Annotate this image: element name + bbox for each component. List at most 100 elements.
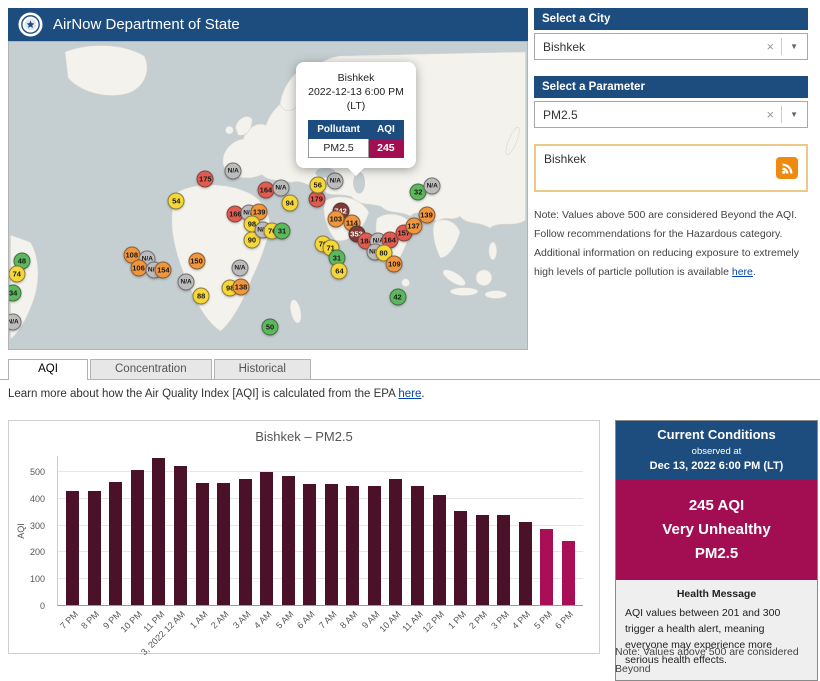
bar-column: 1 AM bbox=[188, 456, 213, 631]
aqi-value: 245 AQI bbox=[688, 497, 745, 514]
chart-bar[interactable] bbox=[561, 541, 575, 605]
aqi-map-marker[interactable]: 34 bbox=[9, 284, 22, 301]
aqi-map-marker[interactable]: N/A bbox=[326, 172, 344, 190]
aqi-map-marker[interactable]: 139 bbox=[418, 206, 435, 224]
chart-bar[interactable] bbox=[66, 491, 80, 605]
chart-bar[interactable] bbox=[281, 476, 295, 605]
chart-bar[interactable] bbox=[303, 484, 317, 605]
chart-bar[interactable] bbox=[238, 479, 252, 605]
bar-column: 9 PM bbox=[101, 456, 127, 631]
aqi-map-marker[interactable]: N/A bbox=[231, 259, 249, 277]
aqi-map-marker[interactable]: 54 bbox=[167, 192, 185, 210]
chart-bar[interactable] bbox=[454, 511, 468, 605]
parameter-select[interactable]: PM2.5 × ▼ bbox=[534, 101, 808, 128]
current-conditions-title: Current Conditions bbox=[657, 427, 776, 442]
chart-bar[interactable] bbox=[174, 466, 187, 605]
chart-bar[interactable] bbox=[475, 515, 489, 605]
x-tick-label: 6 PM bbox=[553, 609, 576, 631]
observed-at-label: observed at bbox=[691, 446, 742, 457]
aqi-map-marker[interactable]: 64 bbox=[330, 262, 348, 280]
aqi-map-marker[interactable]: N/A bbox=[177, 273, 195, 291]
tab-concentration[interactable]: Concentration bbox=[90, 359, 212, 379]
chart-bar[interactable] bbox=[324, 484, 338, 605]
chart-bar[interactable] bbox=[217, 483, 231, 605]
aqi-world-map[interactable]: 175N/A54164N/A9417956N/A742103166N/A1399… bbox=[8, 41, 528, 350]
chart-bar[interactable] bbox=[152, 458, 166, 605]
aqi-map-marker[interactable]: 31 bbox=[273, 222, 291, 240]
chart-bar[interactable] bbox=[87, 491, 101, 605]
bar-column: 11 PM bbox=[141, 456, 170, 634]
aqi-map-marker[interactable]: 74 bbox=[9, 265, 26, 283]
learn-more-prefix: Learn more about how the Air Quality Ind… bbox=[8, 388, 399, 400]
chart-bar[interactable] bbox=[518, 522, 532, 605]
sidebar: Select a City Bishkek × ▼ Select a Param… bbox=[534, 8, 808, 282]
x-tick-label: 10 AM bbox=[377, 609, 404, 635]
aqi-map-marker[interactable]: N/A bbox=[224, 162, 242, 180]
observed-datetime: Dec 13, 2022 6:00 PM (LT) bbox=[649, 460, 784, 472]
city-clear-icon[interactable]: × bbox=[766, 39, 775, 54]
aqi-map-marker[interactable]: N/A bbox=[272, 179, 290, 197]
bar-column: 6 PM bbox=[553, 456, 580, 631]
aqi-map-marker[interactable]: 179 bbox=[308, 190, 326, 208]
x-tick-label: 3 AM bbox=[230, 609, 253, 631]
x-tick-label: 2 AM bbox=[209, 609, 231, 631]
aqi-category: Very Unhealthy bbox=[662, 521, 771, 538]
learn-more-link[interactable]: here bbox=[398, 388, 422, 400]
bar-column: 1 PM bbox=[446, 456, 472, 631]
bar-column: 8 PM bbox=[79, 456, 106, 631]
chart-bar[interactable] bbox=[432, 495, 446, 605]
tab-aqi[interactable]: AQI bbox=[8, 359, 88, 380]
dos-seal-logo bbox=[18, 12, 43, 37]
select-city-header: Select a City bbox=[534, 8, 808, 30]
chart-bar[interactable] bbox=[109, 482, 123, 605]
bar-column: 4 AM bbox=[252, 456, 278, 631]
tab-historical[interactable]: Historical bbox=[213, 359, 311, 379]
bar-column: 10 AM bbox=[378, 456, 407, 634]
popup-aqi-header: AQI bbox=[368, 119, 404, 139]
chevron-down-icon[interactable]: ▼ bbox=[790, 42, 798, 51]
aqi-map-marker[interactable]: 137 bbox=[405, 217, 423, 235]
chart-bar[interactable] bbox=[346, 486, 360, 605]
chart-bar[interactable] bbox=[411, 486, 425, 605]
chart-bar[interactable] bbox=[367, 486, 381, 605]
aqi-map-marker[interactable]: 150 bbox=[188, 252, 206, 270]
select-divider bbox=[781, 38, 783, 55]
bar-column: 12 PM bbox=[421, 456, 450, 634]
aqi-map-marker[interactable]: N/A bbox=[423, 177, 441, 195]
chart-bar[interactable] bbox=[195, 483, 209, 605]
aqi-map-marker[interactable]: 175 bbox=[196, 170, 214, 188]
aqi-map-marker[interactable]: 109 bbox=[385, 255, 403, 273]
aqi-map-marker[interactable]: 94 bbox=[281, 194, 299, 212]
select-divider bbox=[781, 106, 783, 123]
aqi-map-marker[interactable]: N/A bbox=[9, 313, 22, 331]
aqi-map-marker[interactable]: 138 bbox=[232, 278, 250, 296]
rss-icon[interactable] bbox=[776, 157, 798, 179]
chevron-down-icon[interactable]: ▼ bbox=[790, 110, 798, 119]
x-tick-label: 1 AM bbox=[187, 609, 210, 631]
x-tick-label: 8 PM bbox=[79, 609, 102, 631]
aqi-map-marker[interactable]: 56 bbox=[309, 176, 327, 194]
chart-bar[interactable] bbox=[130, 470, 144, 605]
select-parameter-header: Select a Parameter bbox=[534, 76, 808, 98]
x-tick-label: 5 PM bbox=[531, 609, 554, 631]
aqi-map-marker[interactable]: 42 bbox=[389, 288, 406, 306]
parameter-clear-icon[interactable]: × bbox=[766, 107, 775, 122]
sidebar-note-suffix: . bbox=[752, 265, 756, 278]
x-tick-label: 1 PM bbox=[445, 609, 468, 631]
bar-column: 8 AM bbox=[338, 456, 364, 631]
feed-box-city: Bishkek bbox=[544, 152, 587, 166]
y-tick-label: 100 bbox=[29, 574, 45, 585]
aqi-map-marker[interactable]: 88 bbox=[192, 287, 210, 305]
chart-bar[interactable] bbox=[497, 515, 511, 605]
chart-bar[interactable] bbox=[260, 472, 274, 605]
city-select[interactable]: Bishkek × ▼ bbox=[534, 33, 808, 60]
x-tick-label: 3 PM bbox=[488, 609, 511, 631]
chart-bar[interactable] bbox=[389, 479, 403, 605]
sidebar-note-link[interactable]: here bbox=[731, 265, 753, 278]
aqi-map-marker[interactable]: 103 bbox=[327, 210, 345, 228]
aqi-map-marker[interactable]: 154 bbox=[154, 261, 172, 279]
chart-bar[interactable] bbox=[540, 529, 554, 605]
popup-datetime: 2022-12-13 6:00 PM bbox=[308, 86, 404, 99]
sidebar-note-text: Note: Values above 500 are considered Be… bbox=[534, 209, 799, 278]
aqi-map-marker[interactable]: 50 bbox=[261, 318, 279, 336]
